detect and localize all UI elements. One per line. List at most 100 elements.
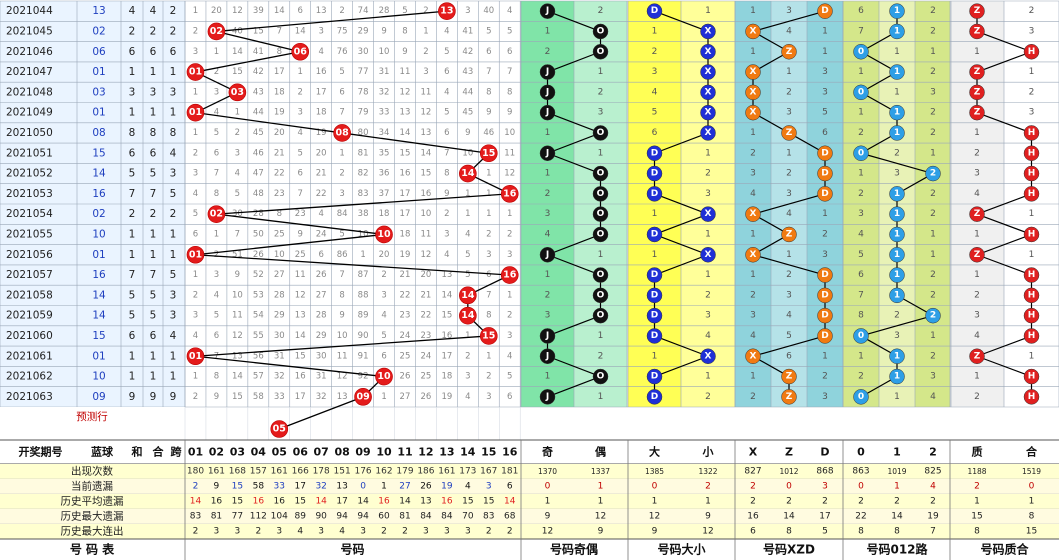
miss-cell: 11 [337, 351, 348, 361]
miss-cell: 5 [214, 128, 219, 138]
xzd-miss-cell: 5 [822, 108, 828, 118]
miss-cell: 2 [507, 311, 512, 321]
miss-cell: 43 [462, 67, 473, 77]
pc-ball-label: H [1028, 189, 1036, 199]
pc-ball-label: Z [974, 209, 981, 219]
xzd-ball [781, 368, 797, 385]
bs-ball [646, 368, 663, 385]
sum-cell: 2 [129, 25, 136, 37]
xzd-miss-cell: 4 [750, 189, 756, 199]
oe-ball-label: O [597, 47, 605, 57]
blue-number-cell: 10 [92, 228, 105, 240]
xzd-ball-label: D [821, 169, 828, 179]
stats-number-cell: 15 [294, 497, 305, 507]
header-number: 07 [314, 446, 329, 459]
stats-label: 历史最大遗漏 [61, 510, 124, 523]
r012-miss-cell: 1 [858, 169, 864, 179]
bs-ball-label: X [705, 87, 712, 97]
period-cell: 2021062 [6, 371, 53, 383]
miss-cell: 81 [358, 148, 369, 158]
r012-miss-cell: 1 [930, 47, 936, 57]
miss-cell: 15 [232, 392, 243, 402]
blue-number-cell: 01 [92, 107, 105, 119]
r012-ball [889, 348, 905, 364]
miss-cell: 1 [486, 209, 491, 219]
pc-ball [969, 348, 985, 364]
miss-cell: 32 [316, 392, 327, 402]
bs-ball-label: D [651, 189, 658, 199]
period-cell: 2021055 [6, 228, 53, 240]
stats-r012-cell: 1 [894, 482, 900, 492]
number-ball-label: 14 [461, 290, 475, 301]
blue-number-cell: 03 [92, 86, 105, 98]
bs-ball [700, 84, 716, 101]
pc-trend-line [976, 233, 1032, 256]
miss-cell: 15 [400, 148, 411, 158]
trend-line [195, 51, 301, 73]
oe-miss-cell: 2 [598, 6, 604, 16]
miss-cell: 38 [358, 209, 369, 219]
xzd-ball-label: Z [786, 47, 793, 57]
miss-cell: 25 [295, 250, 306, 260]
xzd-trend-line [752, 254, 826, 276]
header-oe: 奇 [542, 445, 553, 459]
pc-ball-label: H [1028, 128, 1036, 138]
xzd-miss-cell: 2 [822, 229, 828, 239]
miss-cell: 14 [295, 331, 306, 341]
xzd-ball [817, 267, 833, 283]
miss-cell: 78 [358, 87, 369, 97]
miss-cell: 13 [316, 6, 327, 16]
blue-number-cell: 14 [92, 289, 106, 301]
r012-ball-label: 1 [894, 372, 900, 382]
miss-cell: 4 [465, 229, 470, 239]
miss-cell: 20 [421, 270, 432, 280]
xzd-ball-label: X [750, 351, 757, 361]
span-cell: 2 [170, 5, 177, 17]
miss-cell: 1 [423, 26, 428, 36]
oe-ball [539, 348, 556, 364]
miss-cell: 2 [423, 6, 428, 16]
stats-number-cell: 173 [459, 467, 476, 477]
stats-oe-cell: 9 [598, 527, 604, 537]
xzd-ball-label: Z [786, 392, 793, 402]
xzd-ball-label: X [750, 26, 757, 36]
miss-cell: 2 [193, 290, 198, 300]
bs-miss-cell: 6 [652, 128, 658, 138]
xzd-ball [745, 104, 761, 121]
stats-number-cell: 176 [354, 467, 371, 477]
miss-cell: 16 [421, 189, 432, 199]
xzd-ball-label: D [821, 270, 828, 280]
r012-ball-label: 0 [858, 87, 864, 97]
r012-ball-label: 1 [894, 67, 900, 77]
xzd-ball [745, 84, 761, 101]
bs-ball-label: X [705, 209, 712, 219]
xzd-ball-label: Z [786, 128, 793, 138]
stats-number-cell: 94 [357, 512, 369, 522]
r012-ball-label: 1 [894, 6, 900, 16]
stats-label: 出现次数 [71, 465, 113, 478]
miss-cell: 15 [232, 67, 243, 77]
miss-cell: 82 [358, 169, 369, 179]
stats-number-cell: 15 [232, 482, 243, 492]
span-cell: 1 [170, 249, 177, 261]
miss-cell: 17 [274, 67, 285, 77]
miss-cell: 26 [421, 392, 432, 402]
blue-number-cell: 15 [92, 147, 105, 159]
pc-trend-line [976, 51, 1032, 73]
miss-cell: 12 [421, 108, 432, 118]
header-bs: 小 [702, 445, 714, 459]
r012-ball [889, 64, 905, 80]
pc-ball-label: Z [974, 87, 981, 97]
xzd-miss-cell: 2 [786, 169, 792, 179]
trend-line [216, 193, 510, 215]
miss-cell: 1 [214, 47, 219, 57]
miss-cell: 77 [358, 67, 369, 77]
mod-cell: 1 [150, 66, 157, 78]
pc-ball-label: Z [974, 351, 981, 361]
header-pc: 合 [1026, 445, 1038, 459]
stats-oe-cell: 12 [595, 512, 606, 522]
oe-ball [592, 125, 609, 141]
stats-number-cell: 16 [211, 497, 223, 507]
oe-miss-cell: 1 [598, 392, 604, 402]
miss-cell: 2 [214, 67, 219, 77]
